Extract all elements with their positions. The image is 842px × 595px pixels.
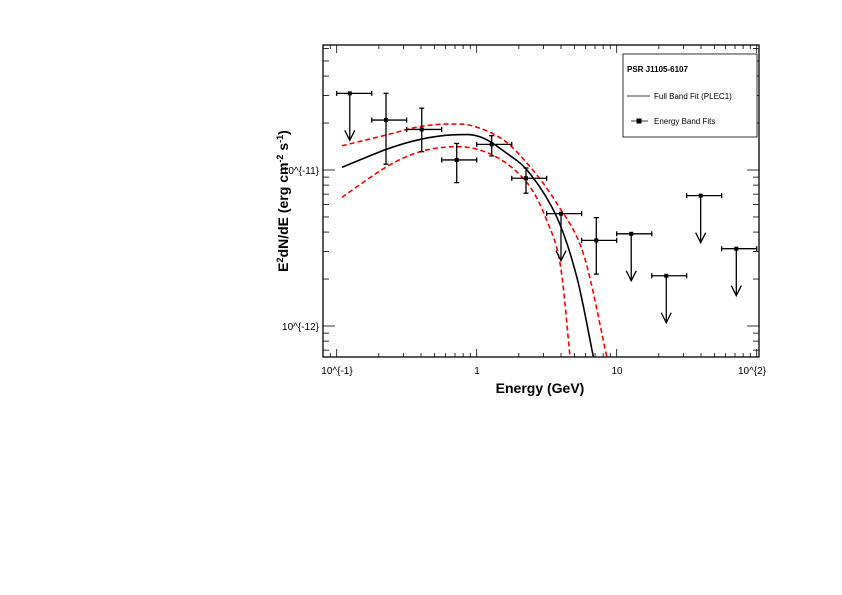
arrow-head — [695, 232, 707, 245]
legend: PSR J1105-6107 Full Band Fit (PLEC1) Ene… — [622, 53, 758, 138]
arrow-head — [730, 285, 742, 298]
point-marker — [524, 176, 529, 181]
point-marker — [664, 273, 669, 278]
arrow-head — [660, 312, 672, 325]
full-band-fit-curve — [341, 133, 595, 357]
tick-labels: 10^{-1} 1 10 10^{2} 10^{-11} 10^{-12} — [282, 166, 767, 377]
fit-curves — [341, 123, 608, 357]
point-marker — [698, 193, 703, 198]
upper-limit-point — [336, 90, 373, 142]
data-point — [371, 92, 408, 165]
legend-title: PSR J1105-6107 — [627, 65, 688, 74]
point-marker — [594, 238, 599, 243]
x-tick-label: 10 — [611, 366, 623, 377]
x-axis-title: Energy (GeV) — [496, 380, 585, 396]
point-marker — [734, 246, 739, 251]
data-point — [406, 107, 443, 153]
arrow-head — [555, 250, 567, 263]
x-tick-label: 1 — [474, 366, 480, 377]
point-marker — [489, 142, 494, 147]
axis-ticks — [323, 45, 759, 357]
x-tick-label: 10^{2} — [738, 366, 767, 377]
data-point — [476, 135, 513, 157]
arrow-head — [625, 270, 637, 283]
point-marker — [629, 231, 634, 236]
legend-square-marker — [636, 118, 642, 124]
point-marker — [454, 157, 459, 162]
fit-band-upper-curve — [341, 123, 608, 357]
data-point — [581, 216, 618, 275]
point-marker — [558, 211, 563, 216]
fit-band-lower-curve — [341, 145, 571, 357]
x-tick-label: 10^{-1} — [321, 366, 353, 377]
energy-band-points — [336, 90, 758, 325]
data-point — [511, 167, 548, 194]
point-marker — [419, 127, 424, 132]
y-tick-label: 10^{-11} — [283, 166, 320, 177]
y-tick-label: 10^{-12} — [282, 322, 320, 333]
point-marker — [347, 91, 352, 96]
upper-limit-point — [546, 211, 583, 263]
upper-limit-point — [721, 246, 758, 298]
upper-limit-point — [616, 231, 653, 283]
y-axis-title: E2dN/dE (erg cm-2 s-1) — [275, 130, 291, 272]
legend-entry-energy-band-fits: Energy Band Fits — [654, 117, 715, 126]
upper-limit-point — [686, 193, 723, 245]
arrow-head — [344, 130, 356, 142]
data-point — [441, 142, 478, 184]
legend-box — [622, 53, 758, 138]
legend-entry-full-band-fit: Full Band Fit (PLEC1) — [654, 92, 732, 101]
point-marker — [384, 118, 389, 123]
upper-limit-point — [651, 273, 688, 325]
plot-frame — [322, 44, 760, 358]
